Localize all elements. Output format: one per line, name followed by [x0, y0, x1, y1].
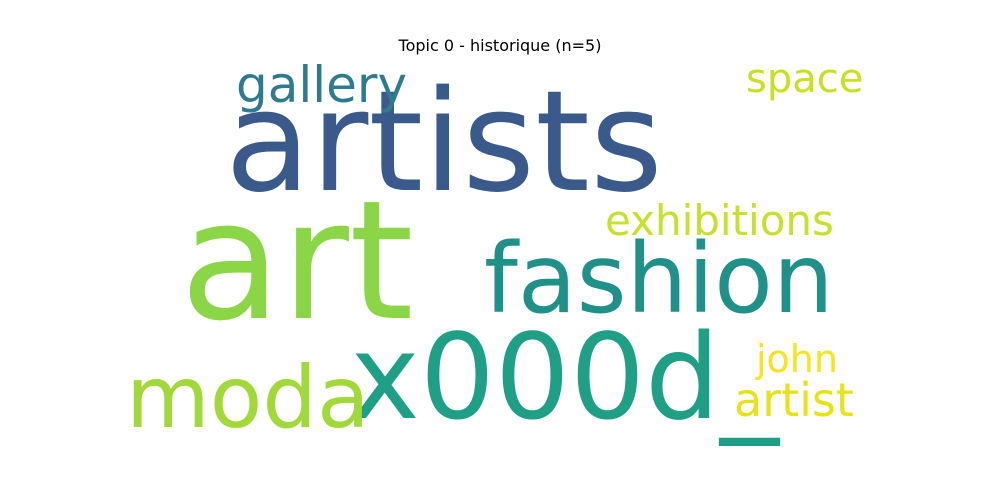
- word-john: john: [755, 337, 838, 381]
- word-space: space: [746, 56, 863, 102]
- word-exhibitions: exhibitions: [605, 196, 834, 245]
- word-art: art: [180, 165, 414, 357]
- figure-title: Topic 0 - historique (n=5): [398, 36, 602, 55]
- word-fashion: fashion: [484, 223, 834, 335]
- word-gallery: gallery: [236, 56, 407, 114]
- word-artists: artists: [225, 61, 663, 224]
- word-artist: artist: [734, 373, 854, 427]
- word-moda: moda: [126, 348, 370, 448]
- word-x000d: x000d_: [350, 308, 781, 446]
